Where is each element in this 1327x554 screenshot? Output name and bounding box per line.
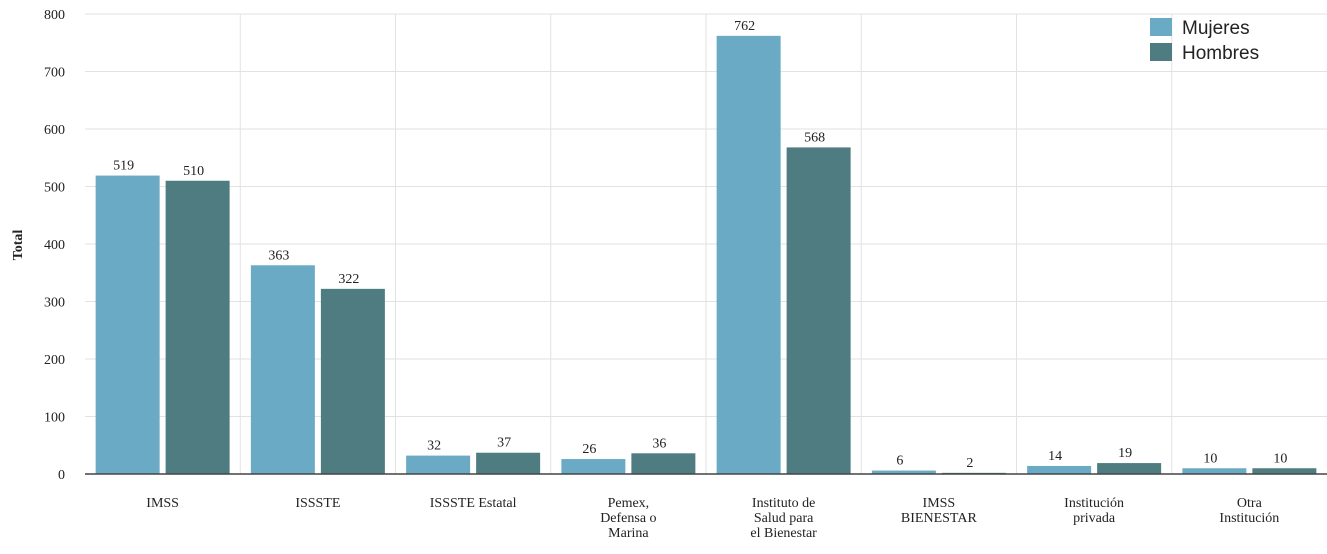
value-label: 37 [497, 436, 511, 451]
legend-swatch [1150, 43, 1172, 61]
value-label: 6 [896, 454, 903, 469]
value-label: 762 [734, 19, 755, 34]
bar [95, 175, 160, 474]
y-tick-label: 800 [44, 8, 65, 23]
bar [786, 147, 851, 474]
value-label: 510 [183, 164, 204, 179]
bar [476, 452, 541, 474]
y-tick-label: 0 [58, 468, 65, 483]
bar [1027, 465, 1092, 474]
bar [561, 459, 626, 474]
value-label: 519 [113, 159, 134, 174]
value-label: 32 [427, 439, 441, 454]
bar [250, 265, 315, 474]
y-tick-label: 600 [44, 123, 65, 138]
y-tick-label: 300 [44, 296, 65, 311]
bar [320, 288, 385, 474]
value-label: 10 [1203, 451, 1217, 466]
value-label: 322 [338, 272, 359, 287]
y-tick-label: 400 [44, 238, 65, 253]
value-label: 14 [1048, 449, 1062, 464]
x-tick-label: Otra Institución [1219, 496, 1280, 526]
bar [1182, 468, 1247, 474]
bar [1252, 468, 1317, 474]
bar [871, 470, 936, 474]
x-tick-label: IMSS BIENESTAR [900, 496, 977, 526]
x-tick-label: Institución privada [1064, 496, 1125, 526]
legend-swatch [1150, 18, 1172, 36]
value-label: 36 [652, 436, 666, 451]
legend-label: Hombres [1182, 43, 1259, 64]
y-tick-label: 100 [44, 411, 65, 426]
bar [631, 453, 696, 474]
x-tick-label: Instituto de Salud para el Bienestar [750, 496, 817, 541]
y-axis-label: Total [11, 230, 26, 261]
legend-label: Mujeres [1182, 18, 1250, 39]
x-tick-label: Pemex, Defensa o Marina [600, 496, 657, 541]
value-label: 10 [1273, 451, 1287, 466]
bar [165, 180, 230, 474]
value-label: 19 [1118, 446, 1132, 461]
y-tick-label: 700 [44, 66, 65, 81]
bar [716, 35, 781, 474]
x-tick-label: ISSSTE [295, 496, 341, 511]
x-tick-label: IMSS [146, 496, 179, 511]
x-tick-label: ISSSTE Estatal [429, 496, 517, 511]
value-label: 363 [268, 248, 289, 263]
value-label: 568 [804, 130, 825, 145]
y-tick-label: 500 [44, 181, 65, 196]
bar [406, 455, 471, 474]
bar [1097, 463, 1162, 474]
value-label: 2 [966, 456, 973, 471]
value-label: 26 [582, 442, 596, 457]
y-tick-label: 200 [44, 353, 65, 368]
